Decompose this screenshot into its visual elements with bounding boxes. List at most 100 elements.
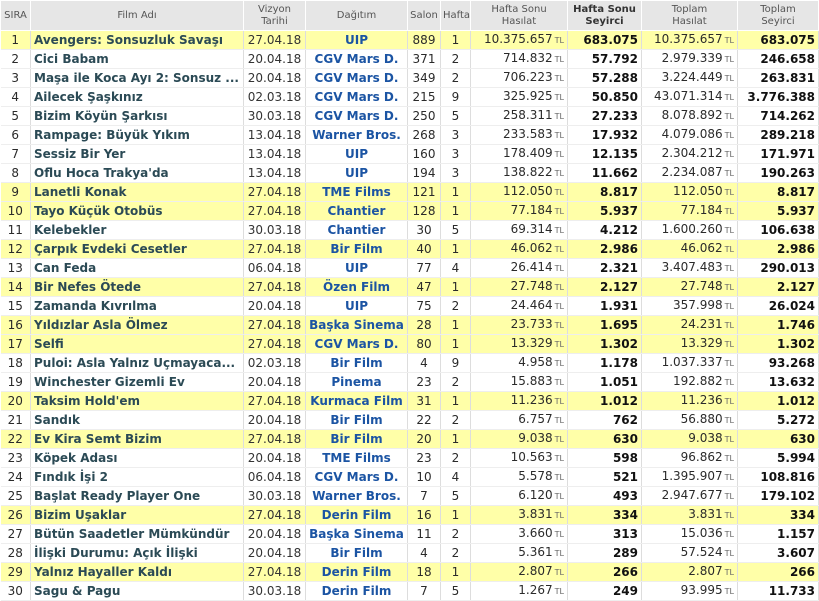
total-gross: 56.880 TL bbox=[641, 410, 738, 430]
amount: 93.995 bbox=[680, 583, 723, 597]
currency: TL bbox=[554, 264, 564, 273]
currency: TL bbox=[554, 473, 564, 482]
total-admissions: 11.733 bbox=[737, 581, 819, 601]
distributor: Derin Film bbox=[305, 505, 408, 525]
currency: TL bbox=[554, 169, 564, 178]
release-date: 30.03.18 bbox=[243, 486, 306, 506]
amount: 11.236 bbox=[510, 393, 553, 407]
weekend-gross: 4.958 TL bbox=[470, 353, 568, 373]
weekend-gross: 69.314 TL bbox=[470, 220, 568, 240]
weekend-admissions: 17.932 bbox=[567, 125, 642, 145]
currency: TL bbox=[554, 150, 564, 159]
distributor: Bir Film bbox=[305, 353, 408, 373]
film-title: Başlat Ready Player One bbox=[30, 486, 244, 506]
screens: 215 bbox=[407, 87, 441, 107]
amount: 3.407.483 bbox=[661, 260, 723, 274]
weekend-gross: 138.822 TL bbox=[470, 163, 568, 183]
film-title: Lanetli Konak bbox=[30, 182, 244, 202]
film-title: Puloi: Asla Yalnız Uçmayaca... bbox=[30, 353, 244, 373]
amount: 9.038 bbox=[688, 431, 723, 445]
week: 9 bbox=[440, 353, 471, 373]
distributor: UIP bbox=[305, 258, 408, 278]
table-row: 27 Bütün Saadetler Mümkündür 20.04.18 Başka… bbox=[0, 524, 819, 544]
currency: TL bbox=[554, 131, 564, 140]
table-row: 14 Bir Nefes Ötede 27.04.18 Özen Film 47 1 27.… bbox=[0, 277, 819, 297]
total-gross: 96.862 TL bbox=[641, 448, 738, 468]
film-title: İlişki Durumu: Açık İlişki bbox=[30, 543, 244, 563]
weekend-gross: 15.883 TL bbox=[470, 372, 568, 392]
weekend-gross: 178.409 TL bbox=[470, 144, 568, 164]
table-row: 15 Zamanda Kıvrılma 20.04.18 UIP 75 2 24.464 TL… bbox=[0, 296, 819, 316]
screens: 371 bbox=[407, 49, 441, 69]
screens: 30 bbox=[407, 220, 441, 240]
film-title: Bizim Uşaklar bbox=[30, 505, 244, 525]
column-header: SIRA bbox=[0, 0, 31, 31]
column-header: Toplam Seyirci bbox=[737, 0, 819, 31]
weekend-admissions: 266 bbox=[567, 562, 642, 582]
film-title: Oflu Hoca Trakya'da bbox=[30, 163, 244, 183]
currency: TL bbox=[554, 359, 564, 368]
rank: 22 bbox=[0, 429, 31, 449]
total-admissions: 1.157 bbox=[737, 524, 819, 544]
currency: TL bbox=[724, 587, 734, 596]
amount: 1.600.260 bbox=[661, 222, 723, 236]
screens: 75 bbox=[407, 296, 441, 316]
release-date: 20.04.18 bbox=[243, 296, 306, 316]
screens: 889 bbox=[407, 30, 441, 50]
distributor: Başka Sinema bbox=[305, 524, 408, 544]
release-date: 20.04.18 bbox=[243, 68, 306, 88]
currency: TL bbox=[554, 378, 564, 387]
week: 1 bbox=[440, 30, 471, 50]
weekend-gross: 24.464 TL bbox=[470, 296, 568, 316]
currency: TL bbox=[724, 188, 734, 197]
column-header: Toplam Hasılat bbox=[641, 0, 738, 31]
currency: TL bbox=[724, 74, 734, 83]
weekend-gross: 112.050 TL bbox=[470, 182, 568, 202]
amount: 3.224.449 bbox=[661, 70, 723, 84]
total-gross: 27.748 TL bbox=[641, 277, 738, 297]
currency: TL bbox=[554, 568, 564, 577]
amount: 1.037.337 bbox=[661, 355, 723, 369]
rank: 2 bbox=[0, 49, 31, 69]
screens: 349 bbox=[407, 68, 441, 88]
film-title: Zamanda Kıvrılma bbox=[30, 296, 244, 316]
total-admissions: 26.024 bbox=[737, 296, 819, 316]
weekend-admissions: 11.662 bbox=[567, 163, 642, 183]
distributor: Pinema bbox=[305, 372, 408, 392]
amount: 9.038 bbox=[518, 431, 553, 445]
screens: 10 bbox=[407, 467, 441, 487]
amount: 2.304.212 bbox=[661, 146, 723, 160]
weekend-admissions: 521 bbox=[567, 467, 642, 487]
distributor: Başka Sinema bbox=[305, 315, 408, 335]
rank: 15 bbox=[0, 296, 31, 316]
release-date: 27.04.18 bbox=[243, 429, 306, 449]
weekend-admissions: 2.986 bbox=[567, 239, 642, 259]
release-date: 27.04.18 bbox=[243, 562, 306, 582]
distributor: TME Films bbox=[305, 182, 408, 202]
weekend-gross: 6.757 TL bbox=[470, 410, 568, 430]
screens: 11 bbox=[407, 524, 441, 544]
weekend-gross: 5.578 TL bbox=[470, 467, 568, 487]
release-date: 27.04.18 bbox=[243, 182, 306, 202]
total-gross: 2.947.677 TL bbox=[641, 486, 738, 506]
week: 4 bbox=[440, 467, 471, 487]
release-date: 06.04.18 bbox=[243, 258, 306, 278]
weekend-admissions: 249 bbox=[567, 581, 642, 601]
release-date: 20.04.18 bbox=[243, 448, 306, 468]
weekend-gross: 26.414 TL bbox=[470, 258, 568, 278]
rank: 8 bbox=[0, 163, 31, 183]
screens: 4 bbox=[407, 353, 441, 373]
weekend-gross: 46.062 TL bbox=[470, 239, 568, 259]
film-title: Kelebekler bbox=[30, 220, 244, 240]
amount: 27.748 bbox=[680, 279, 723, 293]
release-date: 27.04.18 bbox=[243, 334, 306, 354]
rank: 21 bbox=[0, 410, 31, 430]
distributor: Bir Film bbox=[305, 543, 408, 563]
currency: TL bbox=[554, 188, 564, 197]
amount: 6.757 bbox=[518, 412, 553, 426]
screens: 16 bbox=[407, 505, 441, 525]
film-title: Rampage: Büyük Yıkım bbox=[30, 125, 244, 145]
total-gross: 43.071.314 TL bbox=[641, 87, 738, 107]
currency: TL bbox=[724, 302, 734, 311]
